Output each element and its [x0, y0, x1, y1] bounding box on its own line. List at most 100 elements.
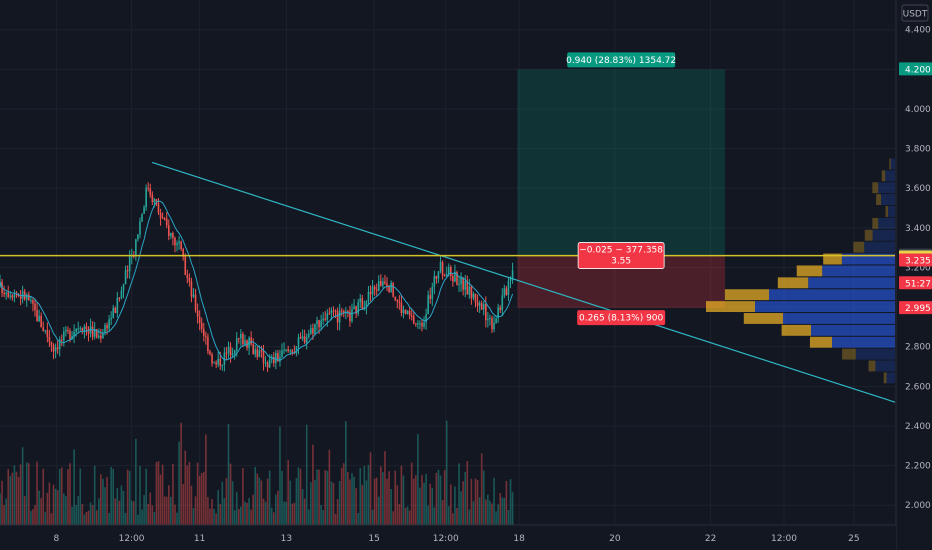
candle-body: [211, 354, 213, 364]
volume-bar: [396, 485, 399, 525]
volume-bar: [93, 465, 96, 525]
candle-body: [305, 337, 308, 343]
position-tool[interactable]: [517, 69, 725, 309]
profile-row-down: [883, 372, 887, 384]
candle-body: [322, 318, 324, 321]
candle-body: [359, 298, 362, 303]
drawings[interactable]: [0, 161, 896, 403]
volume-bar: [235, 491, 238, 525]
volume-bar: [330, 481, 333, 525]
volume-bar: [342, 463, 345, 525]
volume-bar: [23, 496, 26, 525]
volume-bar: [54, 488, 57, 525]
candle-body: [291, 350, 294, 353]
candle-body: [412, 315, 415, 324]
candle-body: [338, 310, 341, 323]
volume-bar: [493, 477, 495, 525]
volume-bar: [406, 506, 409, 525]
volume-bar: [386, 478, 388, 525]
profile-row-up: [769, 289, 895, 301]
price-tick-label: 2.600: [905, 382, 931, 392]
candle-body: [382, 281, 384, 286]
candle-body: [390, 282, 392, 292]
candle-body: [192, 294, 195, 297]
volume-bar: [390, 488, 392, 525]
profile-row-down: [842, 348, 856, 360]
candle-body: [9, 295, 12, 297]
volume-bar: [429, 483, 432, 525]
volume-bar: [196, 462, 199, 525]
volume-bar: [213, 508, 215, 525]
candle-body: [417, 323, 419, 325]
profile-row-up: [832, 336, 895, 348]
volume-bar: [95, 510, 98, 525]
volume-bar: [450, 484, 452, 525]
profile-row-up: [878, 217, 895, 229]
candle-body: [151, 194, 154, 203]
candle-body: [165, 218, 168, 226]
candle-body: [128, 256, 131, 272]
volume-bar: [392, 511, 394, 525]
volume-bar: [254, 467, 257, 525]
volume-bar: [155, 462, 158, 525]
mid-label-line1: −0.025 ~ 377.358: [579, 246, 663, 256]
volume-bar: [318, 469, 320, 525]
candle-body: [402, 309, 405, 314]
volume-bar: [124, 512, 127, 525]
volume-bar: [482, 470, 485, 525]
volume-bar: [410, 462, 413, 525]
candle-body: [503, 288, 506, 296]
volume-bar: [425, 473, 427, 525]
profile-row-down: [777, 277, 809, 289]
profile-row-up: [864, 241, 895, 253]
price-label-badge: [899, 276, 932, 290]
price-label-text: 4.200: [905, 65, 931, 75]
volume-bar: [130, 500, 133, 525]
candle-body: [320, 320, 322, 328]
volume-bar: [355, 488, 357, 525]
candle-body: [361, 298, 364, 309]
volume-bar: [291, 503, 294, 525]
candle-body: [511, 270, 514, 280]
volume-bar: [71, 506, 73, 525]
candle-body: [149, 188, 152, 195]
candle-body: [139, 221, 141, 235]
volume-bar: [7, 469, 10, 525]
volume-bar: [464, 471, 467, 525]
volume-bar: [417, 434, 419, 525]
volume-bar: [217, 490, 220, 525]
volume-bar: [363, 465, 366, 525]
volume-bar: [380, 466, 382, 525]
volume-bar: [122, 490, 125, 525]
volume-bar: [25, 462, 28, 525]
candle-body: [205, 335, 207, 337]
volume-bars: [0, 420, 514, 525]
candle-body: [40, 315, 42, 328]
price-label-badge: [899, 253, 932, 267]
candle-body: [270, 357, 273, 360]
time-tick-label: 12:00: [771, 534, 797, 544]
candle-body: [392, 282, 394, 297]
price-tick-label: 3.800: [905, 145, 931, 155]
profile-row-up: [872, 229, 895, 241]
time-axis[interactable]: 8 12:00 11 13 15 12:00 18 20 22 12:00 25: [0, 524, 896, 550]
candle-body: [32, 300, 34, 304]
volume-bar: [67, 469, 69, 525]
volume-bar: [441, 500, 444, 525]
candle-body: [355, 306, 357, 314]
candle-body: [349, 311, 351, 322]
candle-body: [11, 295, 14, 298]
volume-bar: [338, 481, 341, 525]
candle-body: [421, 323, 423, 327]
volume-bar: [373, 478, 376, 525]
volume-bar: [458, 463, 460, 525]
price-axis[interactable]: USDT 4.400 4.200 4.000 3.800 3.600 3.400 3.2003…: [895, 0, 932, 550]
volume-bar: [359, 467, 362, 525]
volume-bar: [462, 481, 464, 525]
volume-bar: [145, 468, 147, 525]
candle-body: [73, 331, 75, 336]
candle-body: [394, 296, 397, 301]
